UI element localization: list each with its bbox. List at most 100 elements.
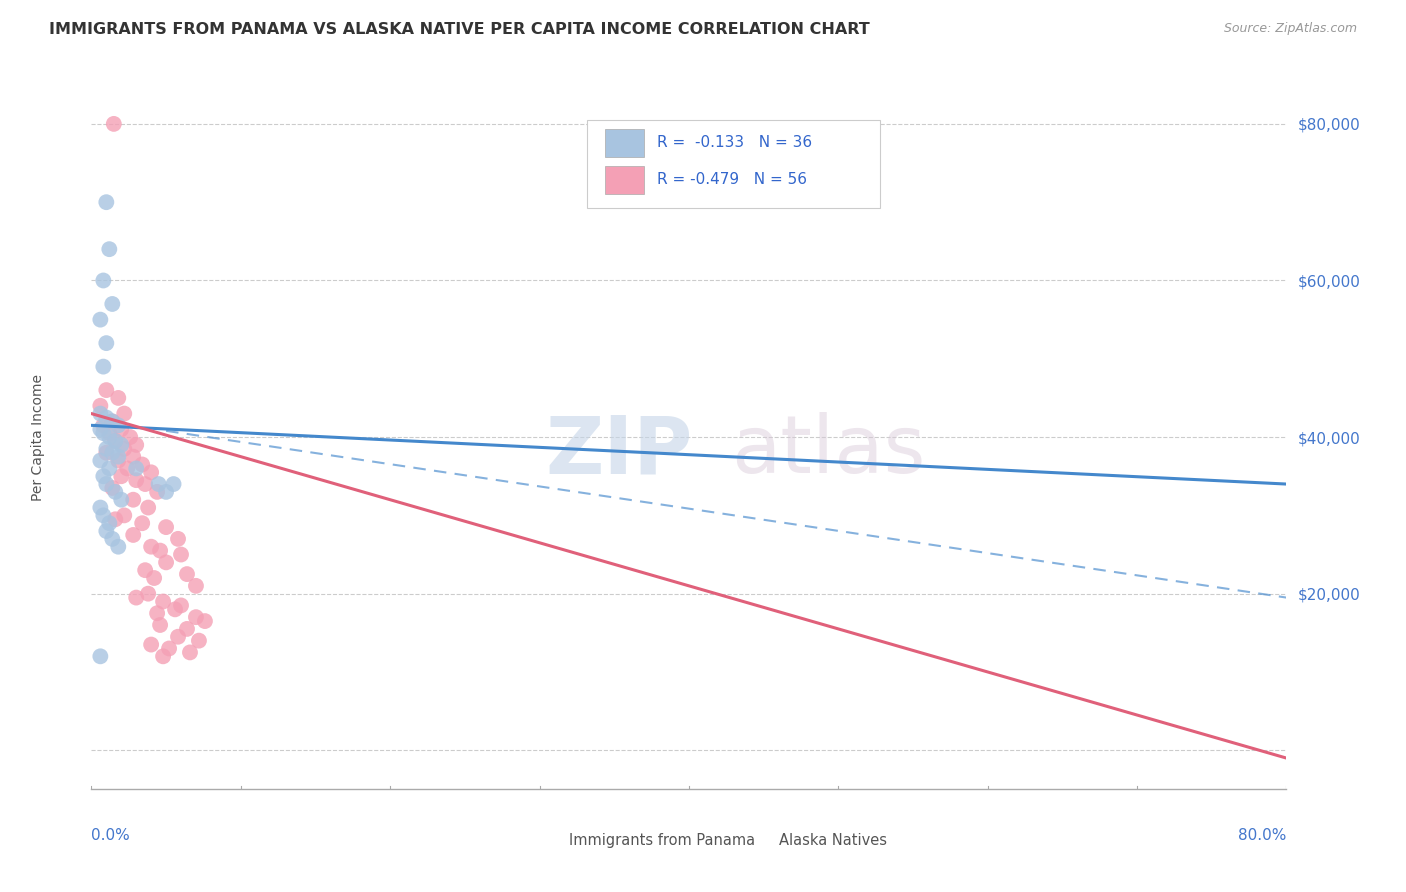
Point xyxy=(107,391,129,405)
Point xyxy=(98,242,121,256)
Point xyxy=(194,614,217,628)
Point xyxy=(107,450,129,464)
Point xyxy=(141,540,163,554)
Point xyxy=(152,594,174,608)
Point xyxy=(98,516,121,531)
Point xyxy=(155,555,177,569)
Point xyxy=(112,442,135,456)
Point xyxy=(101,532,124,546)
Point xyxy=(176,567,198,582)
Point xyxy=(141,466,163,480)
Point xyxy=(96,442,118,456)
Point xyxy=(98,430,121,444)
Point xyxy=(110,492,132,507)
Point xyxy=(131,516,153,531)
Point xyxy=(96,195,118,210)
Point xyxy=(89,422,111,436)
Point xyxy=(96,410,118,425)
Point xyxy=(125,461,148,475)
FancyBboxPatch shape xyxy=(605,166,644,194)
Point xyxy=(167,630,190,644)
Point xyxy=(110,422,132,436)
Point xyxy=(155,484,177,499)
Point xyxy=(93,273,115,287)
Point xyxy=(93,418,115,433)
Point xyxy=(122,450,145,464)
Point xyxy=(104,434,127,448)
Point xyxy=(176,622,198,636)
Point xyxy=(96,524,118,538)
Point xyxy=(107,453,129,467)
Point xyxy=(131,458,153,472)
Point xyxy=(103,117,125,131)
Point xyxy=(115,461,138,475)
Point xyxy=(136,500,159,515)
Point xyxy=(184,579,207,593)
Point xyxy=(188,633,211,648)
Text: R = -0.479   N = 56: R = -0.479 N = 56 xyxy=(657,171,807,186)
Point xyxy=(101,414,124,428)
Point xyxy=(170,548,193,562)
Text: R =  -0.133   N = 36: R = -0.133 N = 36 xyxy=(657,135,811,150)
Point xyxy=(96,446,118,460)
Point xyxy=(98,461,121,475)
Point xyxy=(89,500,111,515)
Point xyxy=(184,610,207,624)
Point xyxy=(107,418,129,433)
Point xyxy=(143,571,166,585)
Point xyxy=(120,430,142,444)
Point xyxy=(122,492,145,507)
Point xyxy=(146,484,169,499)
Point xyxy=(162,477,184,491)
Point xyxy=(93,426,115,441)
Point xyxy=(110,469,132,483)
FancyBboxPatch shape xyxy=(742,829,769,853)
Point xyxy=(125,591,148,605)
Point xyxy=(134,563,156,577)
Point xyxy=(96,477,118,491)
Point xyxy=(93,469,115,483)
Point xyxy=(89,312,111,326)
Point xyxy=(89,407,111,421)
Point xyxy=(146,607,169,621)
Point xyxy=(104,484,127,499)
Text: Alaska Natives: Alaska Natives xyxy=(779,833,887,848)
Point xyxy=(125,473,148,487)
Point xyxy=(125,438,148,452)
Point xyxy=(89,649,111,664)
Point xyxy=(112,508,135,523)
Point xyxy=(93,508,115,523)
Text: atlas: atlas xyxy=(731,412,925,491)
Point xyxy=(110,438,132,452)
Point xyxy=(107,540,129,554)
Point xyxy=(101,481,124,495)
Point xyxy=(149,618,172,632)
Text: ZIP: ZIP xyxy=(546,412,693,491)
Point xyxy=(149,543,172,558)
Point xyxy=(136,587,159,601)
Point xyxy=(89,453,111,467)
Point xyxy=(96,383,118,397)
Text: IMMIGRANTS FROM PANAMA VS ALASKA NATIVE PER CAPITA INCOME CORRELATION CHART: IMMIGRANTS FROM PANAMA VS ALASKA NATIVE … xyxy=(49,22,870,37)
Point xyxy=(163,602,186,616)
Point xyxy=(148,477,170,491)
Point xyxy=(104,434,127,448)
Point xyxy=(101,446,124,460)
Point xyxy=(179,645,201,659)
FancyBboxPatch shape xyxy=(534,829,560,853)
Text: Source: ZipAtlas.com: Source: ZipAtlas.com xyxy=(1223,22,1357,36)
Point xyxy=(152,649,174,664)
Point xyxy=(122,528,145,542)
Text: Immigrants from Panama: Immigrants from Panama xyxy=(569,833,755,848)
Text: 80.0%: 80.0% xyxy=(1239,828,1286,843)
Point xyxy=(104,512,127,526)
Point xyxy=(101,414,124,428)
Point xyxy=(170,599,193,613)
Point xyxy=(157,641,180,656)
Point xyxy=(167,532,190,546)
Point xyxy=(89,399,111,413)
Point xyxy=(98,426,121,441)
FancyBboxPatch shape xyxy=(605,129,644,157)
Point xyxy=(96,336,118,351)
Point xyxy=(141,638,163,652)
